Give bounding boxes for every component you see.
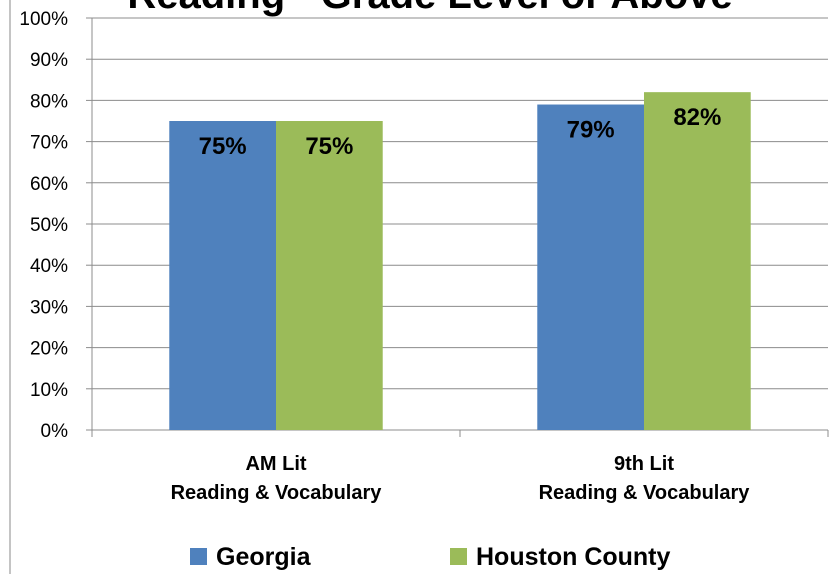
y-tick-label: 0%	[41, 421, 69, 442]
chart-title: Reading - Grade Level or Above	[127, 0, 732, 17]
data-label: 82%	[673, 104, 721, 131]
data-label: 75%	[199, 133, 247, 160]
data-label: 79%	[567, 117, 615, 144]
bar	[537, 104, 644, 431]
y-tick-label: 10%	[30, 380, 68, 401]
bar	[169, 121, 276, 430]
y-tick-label: 100%	[19, 9, 68, 30]
legend-swatch	[450, 548, 467, 565]
legend-label: Georgia	[216, 543, 312, 571]
legend-swatch	[190, 548, 207, 565]
legend-label: Houston County	[476, 543, 671, 571]
x-tick-label: Reading & Vocabulary	[171, 482, 383, 504]
x-tick-label: 9th Lit	[614, 453, 674, 475]
bar	[644, 92, 751, 430]
data-label: 75%	[305, 133, 353, 160]
y-tick-label: 50%	[30, 215, 68, 236]
y-tick-label: 90%	[30, 50, 68, 71]
y-tick-label: 70%	[30, 133, 68, 154]
y-tick-label: 60%	[30, 174, 68, 195]
y-tick-label: 20%	[30, 339, 68, 360]
y-tick-label: 80%	[30, 91, 68, 112]
y-tick-label: 30%	[30, 297, 68, 318]
bar	[276, 121, 383, 430]
x-tick-label: AM Lit	[245, 453, 306, 475]
y-tick-label: 40%	[30, 256, 68, 277]
x-tick-label: Reading & Vocabulary	[539, 482, 751, 504]
